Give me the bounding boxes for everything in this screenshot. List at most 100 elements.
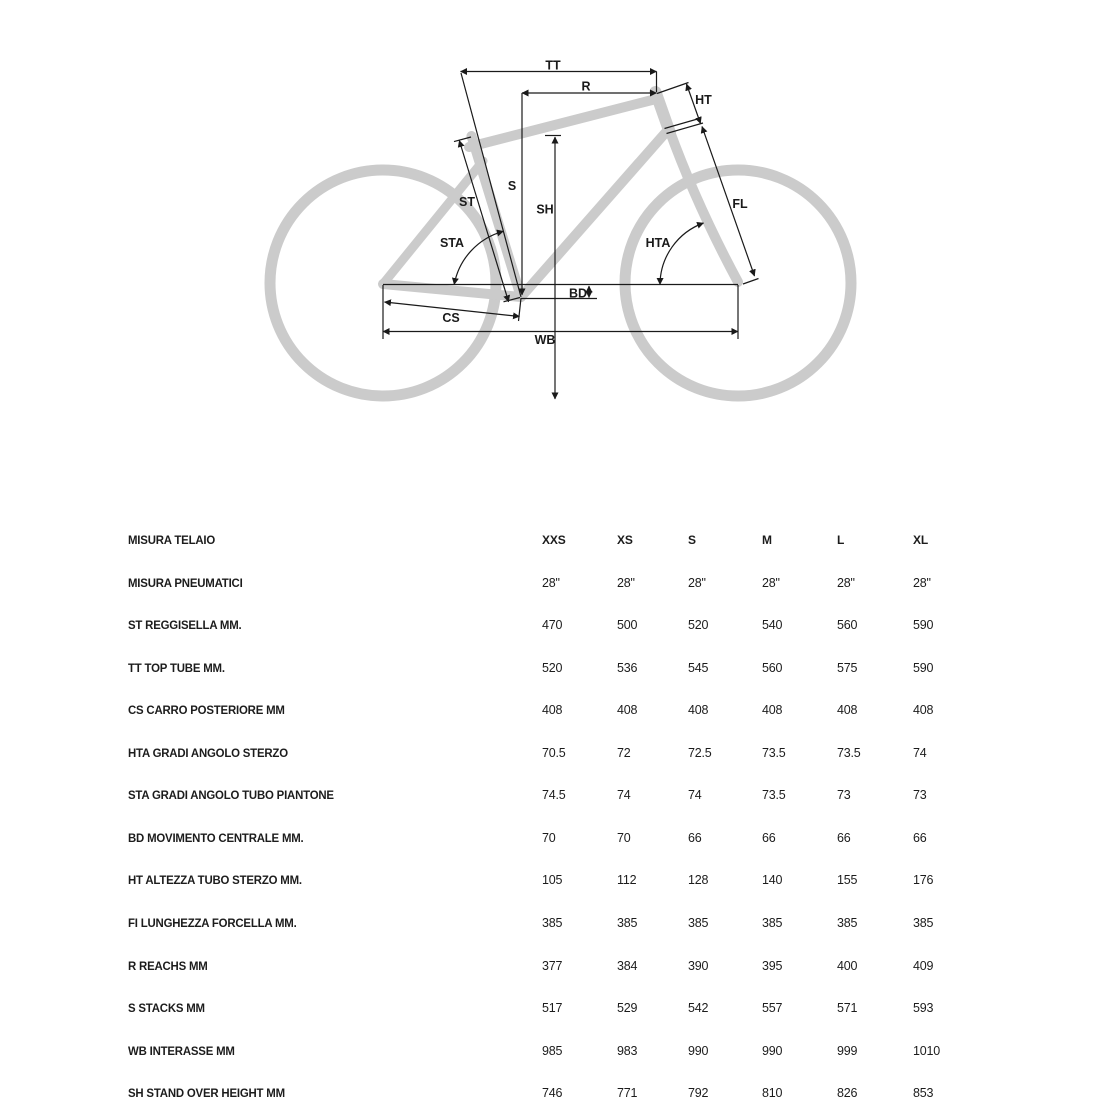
cell-value: 66 — [837, 830, 851, 845]
label-ht: HT — [695, 93, 712, 107]
cell-value: 408 — [762, 703, 783, 718]
cell-value: 74 — [913, 745, 927, 760]
table-row: ST REGGISELLA MM. 470 500 520 540 560 59… — [128, 618, 1028, 636]
table-row: HTA GRADI ANGOLO STERZO 70.5 72 72.5 73.… — [128, 746, 1028, 764]
cell-value: 74.5 — [542, 788, 566, 803]
table-row: HT ALTEZZA TUBO STERZO MM. 105 112 128 1… — [128, 873, 1028, 891]
cell-value: 385 — [617, 916, 638, 930]
cell-value: 385 — [542, 916, 563, 930]
cell-value: 557 — [762, 1001, 783, 1016]
cell-value: 28" — [542, 575, 560, 590]
cell-value: 810 — [762, 1086, 783, 1101]
label-sh: SH — [536, 203, 553, 217]
label-bd: BD — [569, 287, 587, 301]
cell-value: 536 — [617, 660, 638, 675]
fork-crown-slash-2 — [666, 122, 704, 135]
cell-value: 571 — [837, 1001, 858, 1016]
cell-value: 517 — [542, 1001, 563, 1016]
cell-value: 408 — [688, 703, 709, 718]
cell-value: 28" — [837, 575, 855, 590]
label-sta: STA — [440, 236, 464, 250]
table-row: MISURA PNEUMATICI 28" 28" 28" 28" 28" 28… — [128, 576, 1028, 594]
row-label: MISURA TELAIO — [128, 533, 216, 547]
dim-hta-arc — [656, 221, 704, 285]
cell-value: 377 — [542, 958, 563, 973]
cell-value: 70.5 — [542, 745, 566, 760]
cell-value: 529 — [617, 1001, 638, 1016]
table-row: STA GRADI ANGOLO TUBO PIANTONE 74.5 74 7… — [128, 788, 1028, 806]
row-label: MISURA PNEUMATICI — [128, 575, 243, 590]
bike-geometry-svg: TT R HT S SH ST STA HTA FL BD CS WB — [264, 59, 857, 402]
cell-value: 560 — [837, 618, 858, 633]
row-label: WB INTERASSE MM — [128, 1043, 235, 1058]
cell-value: 985 — [542, 1043, 563, 1058]
cell-value: 73.5 — [837, 745, 861, 760]
cell-value: 1010 — [913, 1043, 941, 1058]
cell-value: 520 — [542, 660, 563, 675]
cell-value: 66 — [762, 830, 776, 845]
cell-value: 746 — [542, 1086, 563, 1101]
size-column-header: XXS — [542, 533, 566, 547]
table-row: SH STAND OVER HEIGHT MM 746 771 792 810 … — [128, 1086, 1028, 1104]
cell-value: 590 — [913, 618, 934, 633]
cell-value: 990 — [762, 1043, 783, 1058]
cell-value: 28" — [617, 575, 635, 590]
cell-value: 385 — [913, 916, 934, 930]
cell-value: 155 — [837, 873, 858, 888]
bike-geometry-diagram: TT R HT S SH ST STA HTA FL BD CS WB — [0, 0, 1105, 440]
cell-value: 128 — [688, 873, 709, 888]
cell-value: 105 — [542, 873, 563, 888]
label-tt: TT — [545, 59, 561, 73]
cell-value: 70 — [542, 830, 556, 845]
st-top-tick — [453, 136, 472, 143]
table-row: R REACHS MM 377 384 390 395 400 409 — [128, 959, 1028, 977]
label-st: ST — [459, 195, 475, 209]
cell-value: 384 — [617, 958, 638, 973]
row-label: FI LUNGHEZZA FORCELLA MM. — [128, 916, 297, 930]
cell-value: 385 — [688, 916, 709, 930]
cell-value: 520 — [688, 618, 709, 633]
frame-top-tube — [464, 94, 661, 152]
row-label: S STACKS MM — [128, 1001, 205, 1016]
cell-value: 395 — [762, 958, 783, 973]
cell-value: 72.5 — [688, 745, 712, 760]
cell-value: 73.5 — [762, 745, 786, 760]
table-row: CS CARRO POSTERIORE MM 408 408 408 408 4… — [128, 703, 1028, 721]
table-row: TT TOP TUBE MM. 520 536 545 560 575 590 — [128, 661, 1028, 679]
table-row: S STACKS MM 517 529 542 557 571 593 — [128, 1001, 1028, 1019]
cell-value: 500 — [617, 618, 638, 633]
cell-value: 560 — [762, 660, 783, 675]
label-cs: CS — [442, 311, 459, 325]
cell-value: 390 — [688, 958, 709, 973]
cell-value: 990 — [688, 1043, 709, 1058]
label-r: R — [581, 80, 590, 94]
cell-value: 408 — [913, 703, 934, 718]
row-label: STA GRADI ANGOLO TUBO PIANTONE — [128, 788, 334, 803]
cell-value: 593 — [913, 1001, 934, 1016]
cell-value: 73 — [837, 788, 851, 803]
cell-value: 70 — [617, 830, 631, 845]
table-row: BD MOVIMENTO CENTRALE MM. 70 70 66 66 66… — [128, 831, 1028, 849]
label-hta: HTA — [646, 236, 671, 250]
cell-value: 470 — [542, 618, 563, 633]
size-column-header: M — [762, 533, 772, 547]
cell-value: 176 — [913, 873, 934, 888]
cell-value: 385 — [837, 916, 858, 930]
cell-value: 545 — [688, 660, 709, 675]
cell-value: 28" — [762, 575, 780, 590]
row-label: HTA GRADI ANGOLO STERZO — [128, 745, 288, 760]
cell-value: 409 — [913, 958, 934, 973]
cs-extension-tick — [517, 297, 522, 322]
cell-value: 826 — [837, 1086, 858, 1101]
cell-value: 575 — [837, 660, 858, 675]
cell-value: 74 — [617, 788, 631, 803]
frame-down-tube — [516, 126, 672, 302]
row-label: HT ALTEZZA TUBO STERZO MM. — [128, 873, 302, 888]
size-column-header: L — [837, 533, 845, 547]
cell-value: 72 — [617, 745, 631, 760]
ht-extension-line — [656, 81, 689, 95]
size-column-header: S — [688, 533, 696, 547]
cell-value: 983 — [617, 1043, 638, 1058]
size-column-header: XS — [617, 533, 633, 547]
